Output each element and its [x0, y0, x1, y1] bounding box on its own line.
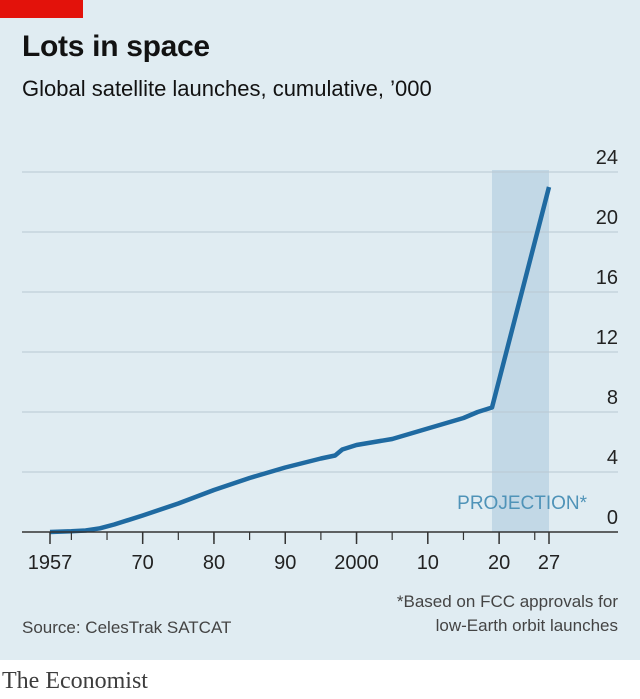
chart-subtitle: Global satellite launches, cumulative, ’… [22, 76, 432, 101]
projection-label: PROJECTION* [457, 493, 587, 514]
x-tick-label-2000: 2000 [334, 552, 379, 574]
series-line-0 [49, 186, 552, 535]
economist-wordmark: The Economist [2, 668, 148, 694]
x-tick-label-2010: 10 [417, 552, 439, 574]
footnote-line-2: low-Earth orbit launches [435, 616, 618, 635]
x-tick-label-1970: 70 [132, 552, 154, 574]
source-note: Source: CelesTrak SATCAT [22, 618, 232, 637]
brand-red-tag [0, 0, 83, 18]
x-tick-label-2020: 20 [488, 552, 510, 574]
chart-title: Lots in space [22, 30, 210, 63]
y-tick-label-20: 20 [596, 207, 618, 229]
y-tick-label-24: 24 [596, 147, 618, 169]
x-tick-label-2027: 27 [538, 552, 560, 574]
y-tick-label-0: 0 [607, 507, 618, 529]
x-tick-label-1990: 90 [274, 552, 296, 574]
footnote-line-1: *Based on FCC approvals for [396, 592, 618, 611]
x-tick-label-1980: 80 [203, 552, 225, 574]
y-tick-label-12: 12 [596, 327, 618, 349]
line-chart: 0 4 8 12 16 20 24 1957 70 80 90 2000 10 20 27 PROJECT… [22, 147, 618, 574]
footnote: *Based on FCC approvals for low-Earth or… [298, 590, 618, 638]
x-tick-label-1957: 1957 [28, 552, 73, 574]
y-tick-label-16: 16 [596, 267, 618, 289]
y-tick-label-8: 8 [607, 387, 618, 409]
y-tick-label-4: 4 [607, 447, 618, 469]
